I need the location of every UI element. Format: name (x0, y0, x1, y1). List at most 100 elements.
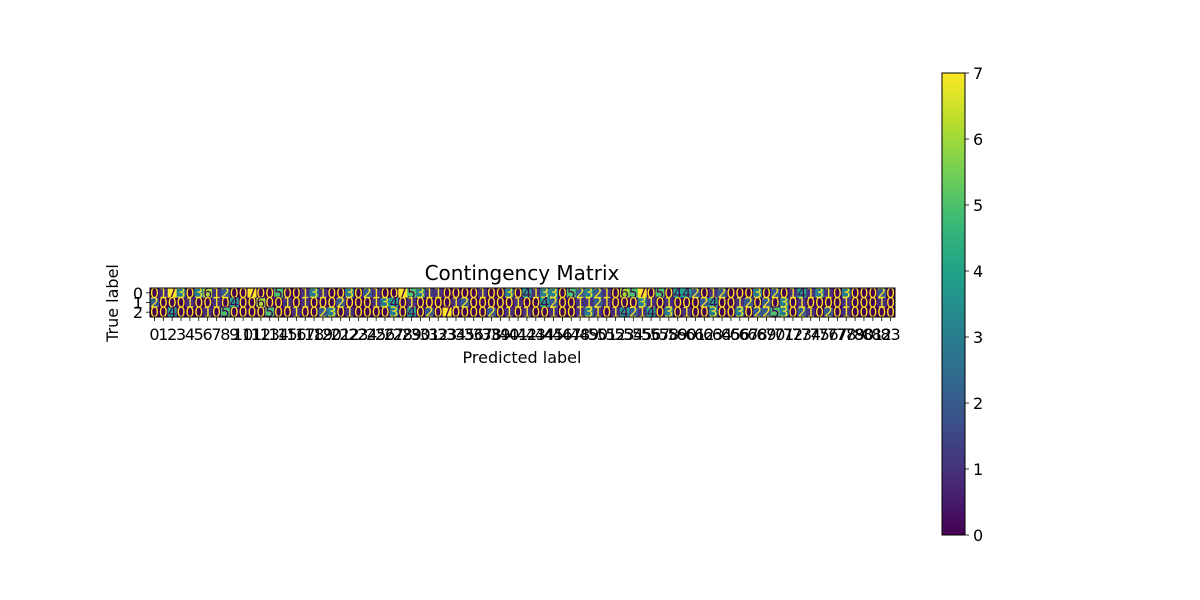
heatmap-cell (460, 297, 470, 308)
cell-value-label: 5 (656, 286, 665, 302)
cell-value-label: 1 (576, 305, 585, 321)
heatmap-cell (761, 297, 772, 308)
cell-value-label: 1 (434, 286, 443, 302)
heatmap-cell (602, 288, 612, 298)
heatmap-cell (770, 288, 781, 298)
cell-value-label: 0 (248, 296, 257, 312)
heatmap-cell (469, 288, 479, 298)
heatmap-cell (691, 297, 701, 308)
cell-value-label: 2 (318, 305, 327, 321)
heatmap-cell (345, 288, 355, 298)
cell-value-label: 0 (230, 286, 239, 302)
heatmap-cell (655, 297, 665, 308)
cell-value-label: 0 (203, 296, 212, 312)
heatmap-cell (460, 288, 470, 298)
heatmap-cell (877, 297, 887, 308)
heatmap-cell (504, 288, 514, 298)
cell-value-label: 5 (274, 286, 283, 302)
cell-value-label: 3 (549, 286, 558, 302)
cell-value-label: 0 (372, 305, 381, 321)
y-tick-label: 2 (133, 303, 143, 322)
heatmap-cell (797, 307, 807, 318)
cell-value-label: 0 (274, 296, 283, 312)
heatmap-cell (442, 307, 452, 318)
heatmap-cell (522, 288, 532, 298)
cell-value-label: 2 (797, 305, 806, 321)
heatmap-cell (362, 288, 373, 298)
cell-value-label: 0 (886, 286, 895, 302)
cell-value-label: 1 (212, 286, 221, 302)
cell-value-label: 0 (292, 286, 301, 302)
heatmap-cell (478, 288, 488, 298)
cell-value-label: 3 (638, 296, 647, 312)
heatmap-cell (682, 297, 692, 308)
cell-value-label: 2 (718, 286, 727, 302)
heatmap-cell (691, 307, 701, 318)
cell-value-label: 0 (256, 305, 265, 321)
heatmap-cell (540, 297, 550, 308)
cell-value-label: 0 (460, 305, 469, 321)
cell-value-label: 1 (522, 305, 531, 321)
heatmap-cell (841, 297, 851, 308)
heatmap-cell (185, 297, 195, 308)
heatmap-cell (531, 307, 541, 318)
heatmap-cell (433, 297, 443, 308)
cell-value-label: 0 (460, 286, 469, 302)
heatmap-cell (460, 307, 470, 318)
heatmap-cell (557, 288, 568, 298)
cell-value-label: 3 (194, 286, 203, 302)
cell-value-label: 4 (797, 286, 806, 302)
heatmap-cell (531, 288, 541, 298)
heatmap-cell (495, 288, 506, 298)
heatmap-cell (886, 307, 896, 318)
cell-value-label: 0 (656, 296, 665, 312)
cell-value-label: 0 (177, 305, 186, 321)
cell-value-label: 1 (301, 296, 310, 312)
cell-value-label: 4 (682, 286, 691, 302)
cell-value-label: 0 (478, 305, 487, 321)
cell-value-label: 0 (301, 305, 310, 321)
heatmap-cell (859, 307, 869, 318)
heatmap-cell (194, 307, 204, 318)
cell-value-label: 0 (877, 305, 886, 321)
cell-value-label: 0 (656, 305, 665, 321)
heatmap-cell (256, 307, 266, 318)
heatmap-cell (380, 307, 390, 318)
x-tick-label: 48 (570, 325, 590, 344)
x-tick-label: 61 (685, 325, 705, 344)
cell-value-label: 2 (221, 286, 230, 302)
cell-value-label: 0 (531, 296, 540, 312)
cell-value-label: 0 (514, 286, 523, 302)
cell-value-label: 0 (239, 286, 248, 302)
heatmap-cell (167, 288, 177, 298)
cell-value-label: 1 (301, 286, 310, 302)
heatmap-cell (238, 297, 248, 308)
heatmap-cell (318, 307, 328, 318)
heatmap-cell (398, 288, 408, 298)
cell-value-label: 0 (389, 286, 398, 302)
cell-value-label: 0 (310, 296, 319, 312)
heatmap-cell (726, 297, 736, 308)
heatmap-cell (371, 288, 381, 298)
cell-value-label: 0 (726, 296, 735, 312)
cell-value-label: 0 (851, 305, 860, 321)
heatmap-cell (424, 288, 435, 298)
heatmap-cell (824, 288, 834, 298)
heatmap-cell (487, 297, 497, 308)
heatmap-cell (513, 307, 523, 318)
heatmap-cell (779, 307, 789, 318)
heatmap-cell (877, 288, 887, 298)
heatmap-cell (717, 288, 727, 298)
x-tick-label: 10 (233, 325, 253, 344)
cell-value-label: 3 (815, 286, 824, 302)
cell-value-label: 2 (877, 286, 886, 302)
heatmap-cell (708, 288, 718, 298)
heatmap-cell (220, 297, 231, 308)
cell-value-label: 0 (177, 296, 186, 312)
heatmap-cell (566, 288, 577, 298)
cell-value-label: 6 (620, 286, 629, 302)
heatmap-cell (664, 297, 674, 308)
cell-value-label: 0 (354, 305, 363, 321)
heatmap-cell (274, 288, 284, 298)
heatmap-cell (513, 297, 523, 308)
